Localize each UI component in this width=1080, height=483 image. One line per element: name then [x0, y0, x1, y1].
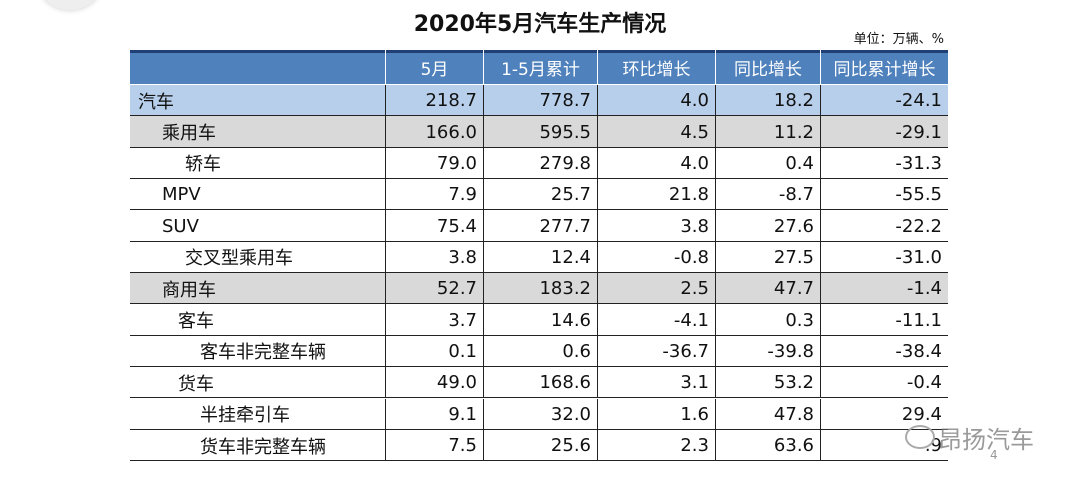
row [130, 335, 948, 368]
row-label: 客车非完整车辆 [200, 342, 326, 364]
unit: 单位：万辆、% [853, 32, 944, 47]
cell-value: 168.6 [483, 367, 597, 399]
row-label: 交叉型乘用车 [185, 248, 293, 270]
row [130, 273, 948, 305]
cell-value: 0.6 [483, 335, 597, 368]
cell-value: 183.2 [483, 273, 597, 305]
cell-value: 2.3 [597, 429, 715, 462]
cell-value: 63.6 [715, 429, 820, 462]
cell-value: 277.7 [483, 210, 597, 242]
row-label: 乘用车 [162, 123, 216, 145]
watermark: 昂扬汽车 [938, 426, 1034, 454]
row-label: 商用车 [162, 279, 216, 301]
cell-value: 218.7 [385, 85, 483, 117]
cell-value: -24.1 [820, 85, 948, 117]
cell-value: 79.0 [385, 147, 483, 180]
cell-value: 47.7 [715, 273, 820, 305]
row [130, 179, 948, 211]
row [130, 429, 948, 462]
column-header: 1-5月累计 [483, 50, 597, 84]
row [130, 116, 948, 148]
cell-value: -8.7 [715, 179, 820, 211]
row [130, 85, 948, 117]
row-label: 汽车 [138, 91, 174, 113]
cell-value: 21.8 [597, 179, 715, 211]
cell-value: 27.5 [715, 241, 820, 274]
cell-value: 3.1 [597, 367, 715, 399]
row-label: 半挂牵引车 [200, 405, 290, 427]
cell-value: 25.6 [483, 429, 597, 462]
title: 2020年5月汽车生产情况 [413, 12, 667, 37]
cell-value: 4.5 [597, 116, 715, 148]
cell-value: 4.0 [597, 147, 715, 180]
cell-value: 9.1 [385, 398, 483, 430]
row-label: 货车非完整车辆 [200, 436, 326, 458]
cell-value: 11.2 [715, 116, 820, 148]
cell-value: -0.8 [597, 241, 715, 274]
cell-value: 47.8 [715, 398, 820, 430]
cell-value: -11.1 [820, 304, 948, 336]
cell-value: -22.2 [820, 210, 948, 242]
cell-value: -0.4 [820, 367, 948, 399]
cell-value: 7.5 [385, 429, 483, 462]
watermark-icon [905, 425, 935, 449]
cell-value: -38.4 [820, 335, 948, 368]
cell-value: 3.8 [385, 241, 483, 274]
row-label: SUV [162, 215, 199, 237]
cell-value: -39.8 [715, 335, 820, 368]
cell-value: -55.5 [820, 179, 948, 211]
cell-value: 0.4 [715, 147, 820, 180]
cell-value: -4.1 [597, 304, 715, 336]
cell-value: 279.8 [483, 147, 597, 180]
cell-value: 25.7 [483, 179, 597, 211]
column-header: 同比累计增长 [820, 50, 948, 84]
cell-value: 32.0 [483, 398, 597, 430]
corner-circle [40, 0, 100, 10]
column-header: 5月 [385, 50, 483, 84]
cell-value: 0.3 [715, 304, 820, 336]
column-header: 同比增长 [715, 50, 820, 84]
row-label: 轿车 [185, 154, 221, 176]
cell-value: 14.6 [483, 304, 597, 336]
row [130, 367, 948, 399]
cell-value: 3.7 [385, 304, 483, 336]
row [130, 210, 948, 242]
cell-value: 166.0 [385, 116, 483, 148]
row [130, 147, 948, 180]
header-row [130, 50, 948, 84]
cell-value: -29.1 [820, 116, 948, 148]
cell-value: 7.9 [385, 179, 483, 211]
cell-value: -1.4 [820, 273, 948, 305]
cell-value: 52.7 [385, 273, 483, 305]
row-label: MPV [162, 184, 201, 206]
cell-value: 0.1 [385, 335, 483, 368]
cell-value: 49.0 [385, 367, 483, 399]
cell-value: -31.3 [820, 147, 948, 180]
cell-value: -36.7 [597, 335, 715, 368]
cell-value: 53.2 [715, 367, 820, 399]
column-header: 环比增长 [597, 50, 715, 84]
cell-value: 778.7 [483, 85, 597, 117]
cell-value: 29.4 [820, 398, 948, 430]
cell-value: 3.8 [597, 210, 715, 242]
cell-value: 1.6 [597, 398, 715, 430]
row-label: 货车 [178, 373, 214, 395]
cell-value: 595.5 [483, 116, 597, 148]
cell-value: 75.4 [385, 210, 483, 242]
cell-value: 27.6 [715, 210, 820, 242]
row [130, 304, 948, 336]
row-label: 客车 [178, 311, 214, 333]
page-number: 4 [990, 448, 998, 462]
cell-value: 12.4 [483, 241, 597, 274]
cell-value: 18.2 [715, 85, 820, 117]
cell-value: -31.0 [820, 241, 948, 274]
table: 5月 1-5月累计 环比增长 同比增长 同比累计增长汽车 218.7 778.7 4.0 18.… [130, 50, 948, 462]
row [130, 241, 948, 274]
cell-value: 4.0 [597, 85, 715, 117]
row [130, 398, 948, 430]
cell-value: 2.5 [597, 273, 715, 305]
